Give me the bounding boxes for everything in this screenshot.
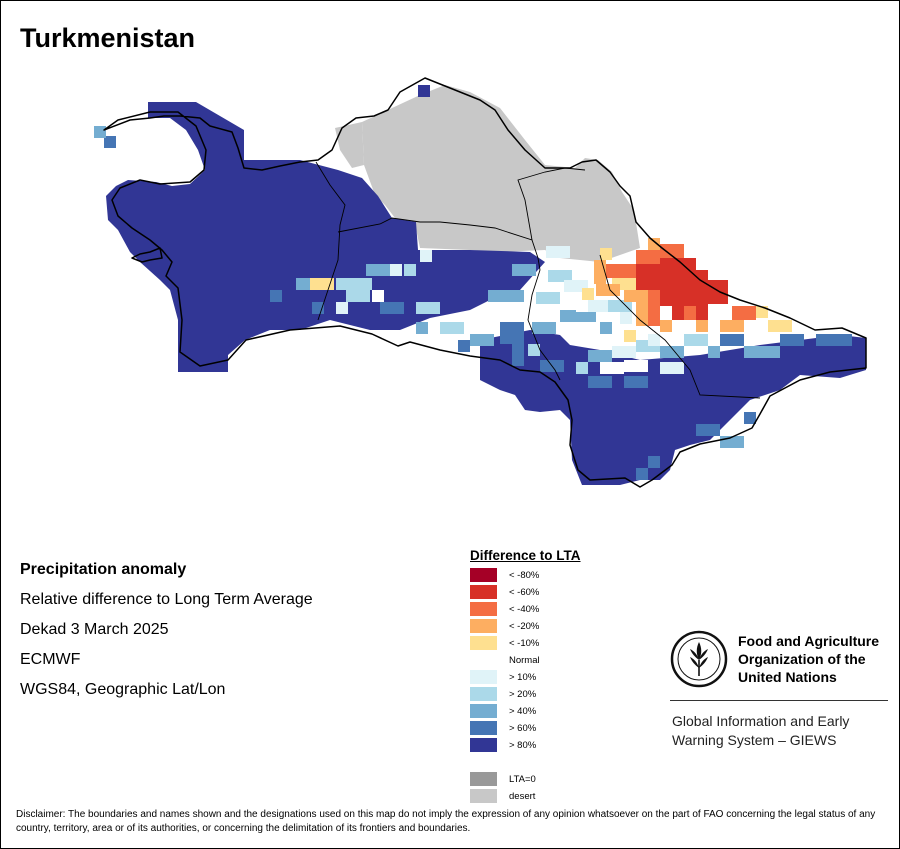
anomaly-lt60-areas — [636, 258, 728, 320]
legend-item: < -80% — [470, 567, 640, 584]
map-title: Turkmenistan — [20, 23, 195, 53]
legend-swatch — [470, 568, 497, 582]
legend-item — [470, 754, 640, 771]
fao-divider — [670, 700, 888, 701]
legend-label: < -20% — [509, 621, 540, 632]
province-boundaries — [315, 161, 761, 399]
country-border — [103, 77, 867, 488]
legend-label: < -80% — [509, 570, 540, 581]
fao-name-line-3: United Nations — [738, 669, 837, 685]
legend-item: < -10% — [470, 635, 640, 652]
legend-label: < -40% — [509, 604, 540, 615]
legend-title: Difference to LTA — [470, 548, 581, 563]
legend-item: > 80% — [470, 737, 640, 754]
legend-swatch — [470, 619, 497, 633]
legend-swatch — [470, 636, 497, 650]
legend-label: LTA=0 — [509, 774, 536, 785]
legend-label: > 80% — [509, 740, 537, 751]
legend-swatch — [470, 704, 497, 718]
giews-line-2: Warning System – GIEWS — [672, 732, 837, 748]
legend-item: Normal — [470, 652, 640, 669]
legend-item: < -40% — [470, 601, 640, 618]
info-line-source: ECMWF — [20, 651, 81, 668]
giews-text: Global Information and Early Warning Sys… — [672, 712, 849, 750]
legend-label: > 20% — [509, 689, 537, 700]
desert-areas — [335, 85, 640, 262]
legend-item: LTA=0 — [470, 771, 640, 788]
legend-item: > 10% — [470, 669, 640, 686]
giews-line-1: Global Information and Early — [672, 713, 850, 729]
legend-item: < -60% — [470, 584, 640, 601]
legend-label: > 10% — [509, 672, 537, 683]
disclaimer: Disclaimer: The boundaries and names sho… — [16, 809, 876, 834]
anomaly-gt10-areas — [336, 246, 684, 374]
legend-label: < -60% — [509, 587, 540, 598]
legend-swatch — [470, 772, 497, 786]
legend-swatch — [470, 721, 497, 735]
legend: Difference to LTA < -80% < -60% < -40% < -2… — [470, 548, 640, 805]
legend-label: desert — [509, 791, 536, 802]
info-line-period: Dekad 3 March 2025 — [20, 621, 169, 638]
fao-name: Food and Agriculture Organization of the… — [738, 632, 879, 686]
legend-label: < -10% — [509, 638, 540, 649]
fao-logo-icon — [670, 630, 728, 688]
anomaly-gt40-areas — [94, 126, 780, 448]
legend-rows: < -80% < -60% < -40% < -20% < -10% Normal > 10… — [470, 567, 640, 805]
legend-item: desert — [470, 788, 640, 805]
legend-label: Normal — [509, 655, 540, 666]
fao-name-line-2: Organization of the — [738, 651, 866, 667]
info-heading: Precipitation anomaly — [20, 561, 187, 578]
legend-swatch — [470, 670, 497, 684]
anomaly-lt40-areas — [606, 244, 756, 326]
legend-label: > 40% — [509, 706, 537, 717]
anomaly-lt10-areas — [310, 248, 792, 342]
legend-swatch — [470, 738, 497, 752]
info-line-projection: WGS84, Geographic Lat/Lon — [20, 681, 226, 698]
legend-swatch — [470, 602, 497, 616]
info-line-description: Relative difference to Long Term Average — [20, 591, 313, 608]
anomaly-gt60-areas — [104, 136, 852, 480]
legend-swatch — [470, 687, 497, 701]
map-info: Precipitation anomaly Relative differenc… — [20, 555, 313, 705]
legend-swatch — [470, 789, 497, 803]
legend-item: > 40% — [470, 703, 640, 720]
legend-swatch — [470, 585, 497, 599]
fao-name-line-1: Food and Agriculture — [738, 633, 880, 649]
legend-item: > 60% — [470, 720, 640, 737]
legend-label: > 60% — [509, 723, 537, 734]
legend-item: < -20% — [470, 618, 640, 635]
legend-item: > 20% — [470, 686, 640, 703]
